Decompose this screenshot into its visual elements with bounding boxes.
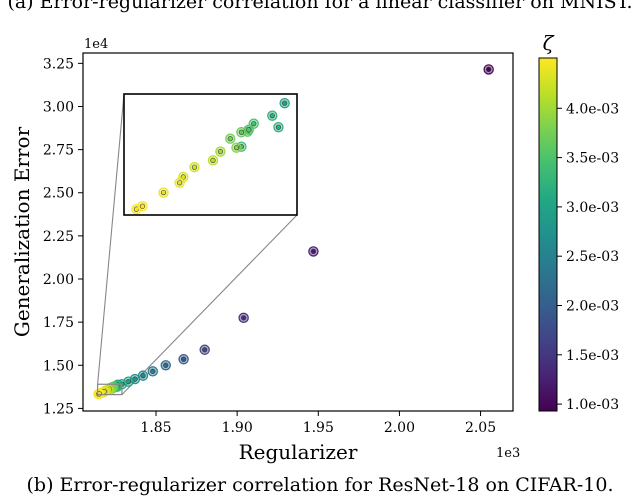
scatter-chart: 1.85 1.90 1.95 2.00 2.05 1.25 1.50 1.75 2.00 2.2… [10, 31, 619, 464]
colorbar-label: ζ [543, 31, 555, 55]
data-point [94, 388, 105, 400]
inset-data-point [225, 133, 236, 144]
zoom-box [97, 383, 123, 396]
y-tick-label: 2.50 [43, 186, 74, 202]
data-point [160, 360, 171, 371]
colorbar-ticks: 1.0e-03 1.5e-03 2.0e-03 2.5e-03 3.0e-03 3.5e-… [557, 101, 619, 413]
inset-data-point [131, 203, 142, 215]
y-tick-label: 2.00 [43, 272, 74, 288]
y-tick-label: 2.25 [43, 229, 74, 245]
inset-data-point [231, 142, 242, 153]
x-tick-label: 1.85 [140, 420, 171, 436]
y-tick-label: 3.25 [43, 56, 74, 72]
inset-data-point [207, 155, 219, 166]
connector-line [121, 214, 298, 395]
connector-line [97, 93, 125, 385]
inset-data-point [137, 201, 148, 212]
x-tick-label: 2.05 [465, 420, 496, 436]
y-tick-label: 1.25 [43, 401, 74, 417]
inset-frame [123, 93, 298, 216]
x-axis-ticks: 1.85 1.90 1.95 2.00 2.05 [140, 411, 496, 436]
inset-data-point [158, 187, 169, 198]
data-point [483, 64, 494, 75]
inset-data-point [243, 124, 255, 135]
inset-data-point [279, 97, 290, 109]
x-axis-label: Regularizer [239, 440, 358, 464]
data-point [199, 344, 210, 355]
y-axis-label: Generalization Error [10, 126, 34, 337]
caption-top: (a) Error-regularizer correlation for a … [7, 0, 633, 13]
data-point [238, 312, 249, 324]
inset-data-point [178, 171, 189, 183]
inset-data-point [267, 110, 278, 121]
zoom-region-box [97, 383, 123, 396]
x-multiplier-label: 1e3 [496, 446, 520, 461]
y-tick-label: 2.75 [43, 143, 74, 159]
caption-bottom: (b) Error-regularizer correlation for Re… [26, 474, 614, 496]
y-axis-ticks: 1.25 1.50 1.75 2.00 2.25 2.50 2.75 3.00 3.25 [43, 56, 83, 417]
inset-data-point [174, 177, 185, 188]
y-tick-label: 3.00 [43, 99, 74, 115]
data-point [308, 246, 319, 257]
x-tick-label: 1.90 [222, 420, 253, 436]
x-tick-label: 1.95 [303, 420, 334, 436]
y-tick-label: 1.75 [43, 315, 74, 331]
inset-plot [123, 93, 298, 216]
plot-frame [82, 52, 514, 412]
colorbar-tick-label: 3.5e-03 [566, 151, 619, 167]
data-point [147, 366, 158, 377]
inset-data-point [236, 127, 247, 138]
colorbar [538, 57, 558, 412]
y-multiplier-label: 1e4 [84, 37, 108, 52]
inset-data-point [215, 146, 226, 157]
colorbar-tick-label: 2.5e-03 [566, 249, 619, 265]
x-tick-label: 2.00 [384, 420, 415, 436]
colorbar-tick-label: 1.0e-03 [566, 397, 619, 413]
inset-data-point [189, 161, 200, 173]
inset-data-point [273, 121, 284, 133]
colorbar-tick-label: 1.5e-03 [566, 348, 619, 364]
colorbar-tick-label: 3.0e-03 [566, 200, 619, 216]
zoom-connector-lines [97, 93, 298, 395]
colorbar-tick-label: 2.0e-03 [566, 298, 619, 314]
y-tick-label: 1.50 [43, 358, 74, 374]
data-point [178, 354, 189, 365]
colorbar-tick-label: 4.0e-03 [566, 101, 619, 117]
